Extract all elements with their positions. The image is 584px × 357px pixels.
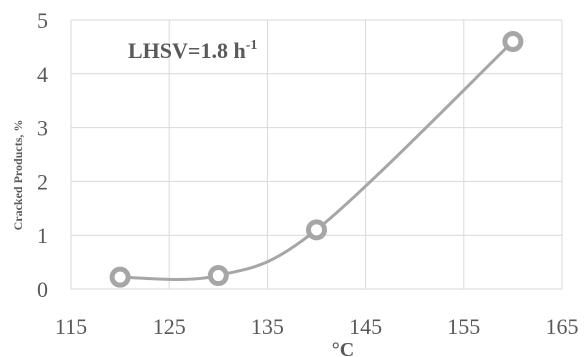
y-tick-label: 0: [37, 277, 48, 302]
x-axis-label: °C: [332, 339, 354, 357]
y-tick-label: 4: [37, 62, 48, 87]
x-tick-label: 145: [349, 314, 382, 339]
y-tick-label: 1: [37, 223, 48, 248]
lhsv-annotation: LHSV=1.8 h-1: [128, 38, 257, 63]
data-point: [306, 219, 327, 241]
y-tick-label: 5: [37, 8, 48, 33]
y-axis-label: Cracked Products, %: [11, 120, 25, 231]
y-tick-label: 2: [37, 169, 48, 194]
x-tick-label: 115: [55, 314, 87, 339]
series-line: [120, 40, 514, 281]
vertical-gridlines: [70, 20, 563, 289]
y-tick-label: 3: [37, 116, 48, 141]
x-tick-labels: 115 125 135 145 155 165: [55, 314, 579, 339]
annotation-superscript: -1: [246, 38, 258, 53]
x-tick-label: 135: [251, 314, 284, 339]
data-point: [207, 265, 229, 287]
annotation-text: LHSV=1.8 h: [128, 38, 246, 63]
data-point: [109, 266, 131, 288]
x-tick-label: 165: [546, 314, 579, 339]
x-tick-label: 125: [153, 314, 186, 339]
y-tick-labels: 0 1 2 3 4 5: [37, 8, 48, 302]
horizontal-gridlines: [71, 19, 562, 290]
x-tick-label: 155: [447, 314, 480, 339]
data-point: [502, 31, 524, 53]
data-points: [109, 31, 524, 288]
